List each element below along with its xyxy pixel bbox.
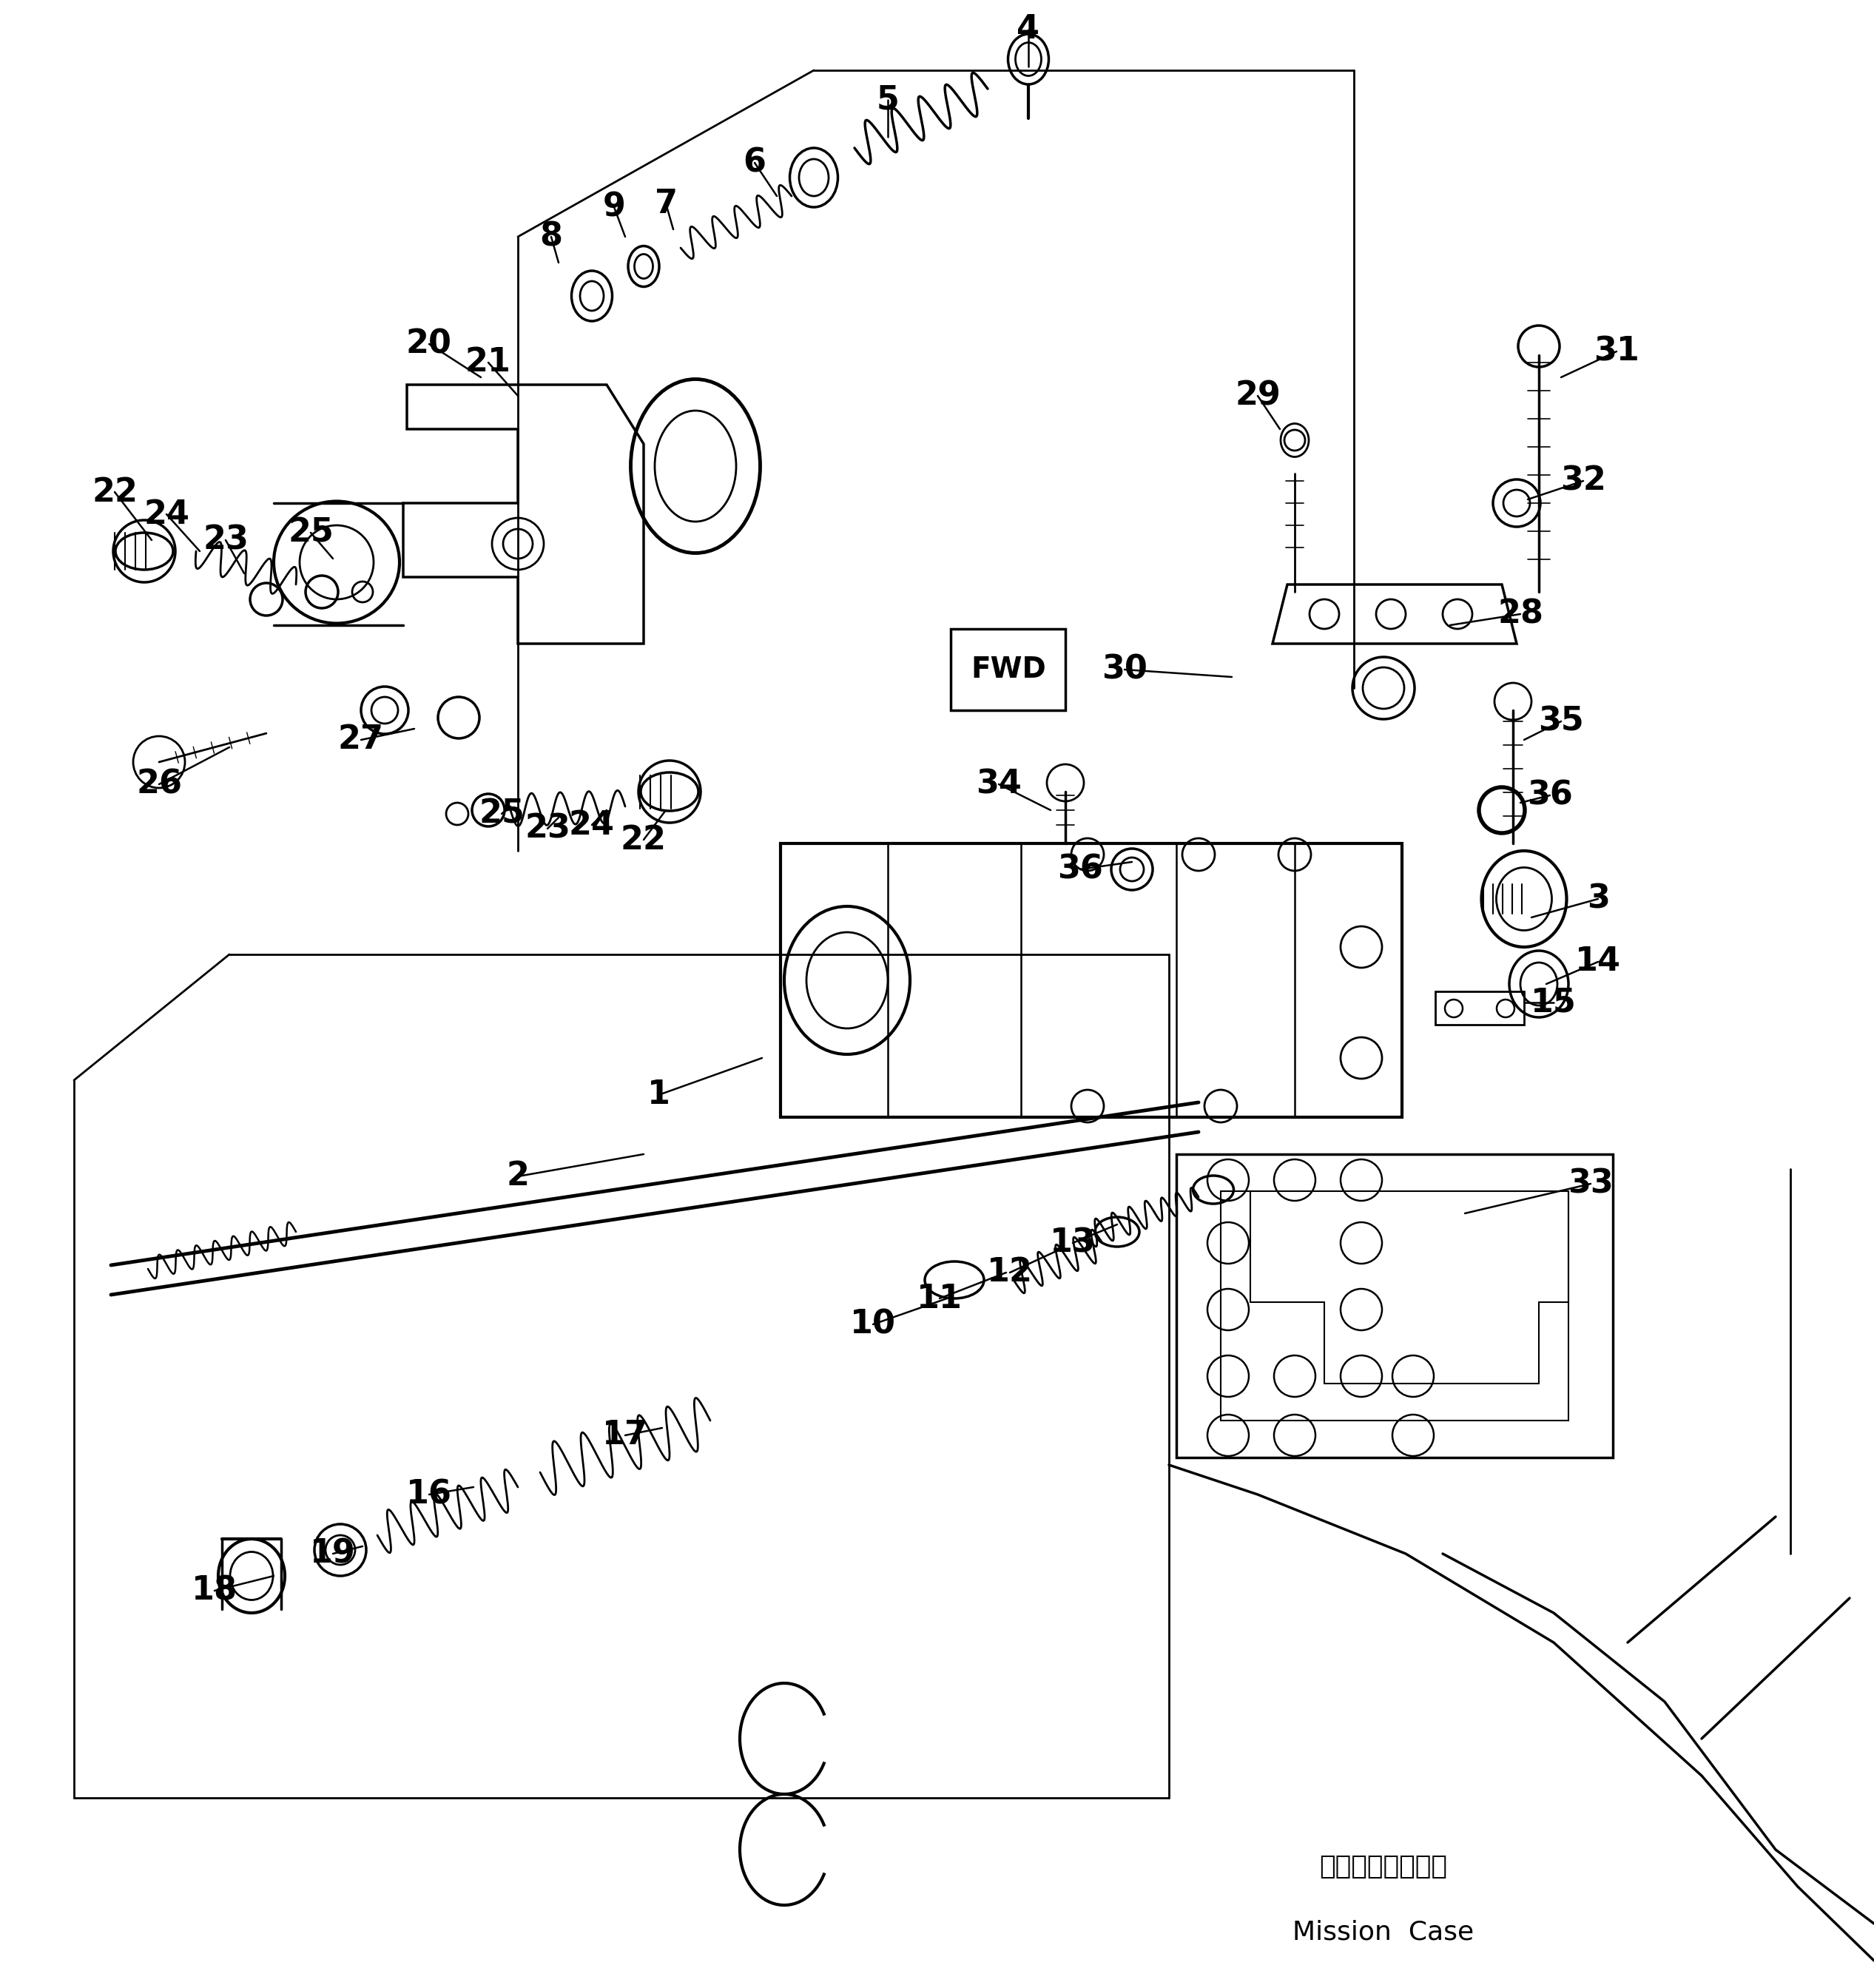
Text: Mission  Case: Mission Case (1293, 1920, 1475, 1944)
Text: 30: 30 (1102, 654, 1147, 686)
Text: 25: 25 (289, 517, 334, 549)
Text: 31: 31 (1593, 336, 1640, 368)
Text: 19: 19 (309, 1539, 356, 1571)
Text: 24: 24 (570, 809, 615, 841)
Text: 21: 21 (465, 346, 512, 378)
Bar (1435, 992, 1524, 1024)
Text: 10: 10 (851, 1308, 896, 1340)
Text: 8: 8 (540, 221, 562, 252)
Text: 24: 24 (144, 499, 189, 531)
Text: 7: 7 (654, 187, 677, 219)
Text: 2: 2 (506, 1161, 528, 1193)
Text: 9: 9 (603, 191, 626, 223)
Text: 25: 25 (478, 797, 525, 829)
Text: 11: 11 (916, 1282, 963, 1314)
Text: ミッションケース: ミッションケース (1319, 1855, 1447, 1879)
Text: 26: 26 (137, 767, 182, 799)
Text: 32: 32 (1561, 465, 1606, 497)
Text: 35: 35 (1539, 706, 1584, 738)
Text: 23: 23 (202, 525, 249, 557)
Text: 33: 33 (1569, 1167, 1614, 1199)
Text: 18: 18 (191, 1574, 238, 1606)
Text: 22: 22 (92, 475, 137, 507)
Text: 13: 13 (1049, 1227, 1096, 1258)
Text: 36: 36 (1057, 853, 1104, 885)
Bar (781, 843, 1402, 1117)
Text: 6: 6 (744, 147, 766, 179)
Text: 17: 17 (602, 1419, 648, 1451)
Text: 1: 1 (647, 1079, 669, 1111)
Bar (1220, 1191, 1569, 1421)
Text: 34: 34 (976, 767, 1021, 799)
Text: 12: 12 (988, 1256, 1033, 1288)
Text: FWD: FWD (971, 656, 1046, 684)
Text: 15: 15 (1531, 986, 1576, 1018)
Text: 36: 36 (1527, 779, 1572, 811)
Text: 22: 22 (620, 823, 667, 855)
Bar (950, 628, 1064, 710)
Text: 27: 27 (337, 724, 384, 755)
Text: 14: 14 (1576, 946, 1621, 978)
Text: 28: 28 (1497, 598, 1544, 630)
Bar (1177, 1155, 1614, 1457)
Text: 4: 4 (1018, 14, 1040, 46)
Text: 16: 16 (407, 1479, 452, 1511)
Text: 23: 23 (525, 813, 570, 845)
Text: 3: 3 (1587, 883, 1610, 914)
Text: 29: 29 (1235, 380, 1280, 412)
Text: 20: 20 (407, 328, 452, 360)
Text: 5: 5 (877, 83, 900, 115)
